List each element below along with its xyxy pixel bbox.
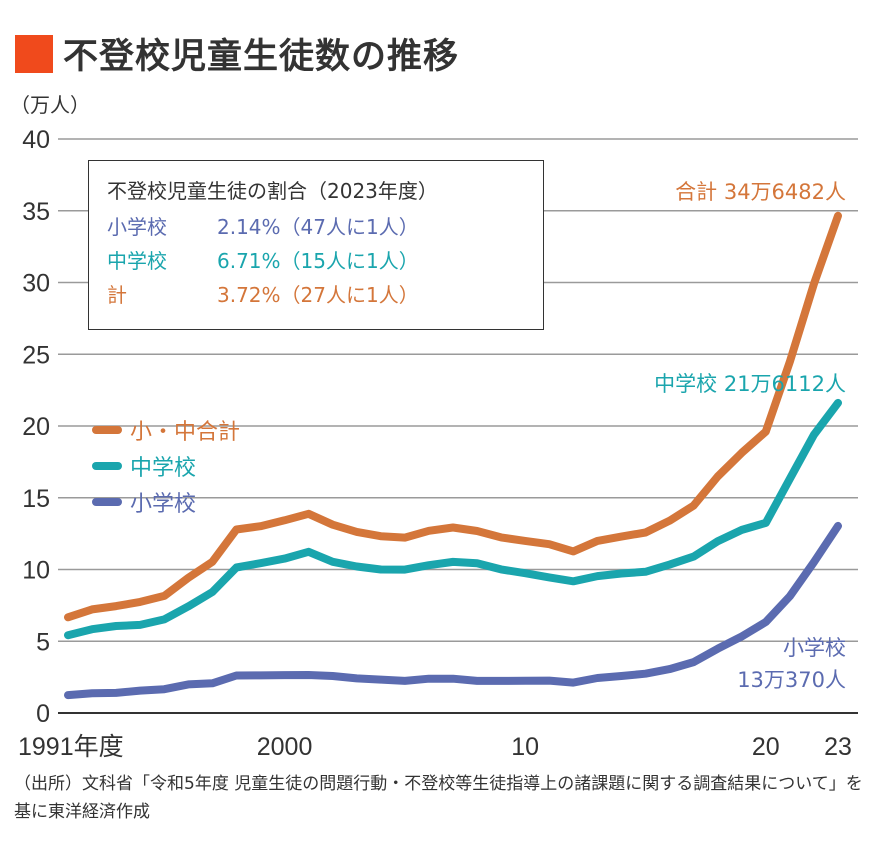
series-lines [64,211,842,700]
legend-item-elementary: 小学校 [92,484,240,520]
info-row-junior: 中学校 6.71%（15人に1人） [107,244,543,278]
chart-legend: 小・中合計 中学校 小学校 [92,412,240,520]
y-tick-label: 0 [36,700,50,728]
chart-title-wrap: 不登校児童生徒数の推移 [15,28,459,79]
info-row-elementary: 小学校 2.14%（47人に1人） [107,210,543,244]
series-line-小・中合計 [64,211,842,622]
legend-swatch [92,498,122,506]
x-tick-label: 1991年度 [18,733,124,761]
legend-item-junior: 中学校 [92,448,240,484]
x-axis-ticks: 1991年度 2000 10 20 23 [18,733,852,761]
title-accent-square [15,34,53,73]
x-tick-label: 23 [824,733,852,761]
info-value: 3.72%（27人に1人） [217,283,419,307]
annotation-total: 合計 34万6482人 [675,180,846,204]
ratio-info-box: 不登校児童生徒の割合（2023年度） 小学校 2.14%（47人に1人） 中学校… [88,160,544,330]
y-tick-label: 30 [22,270,50,298]
info-box-title: 不登校児童生徒の割合（2023年度） [107,179,438,203]
annotation-elementary-label: 小学校 [783,636,846,660]
y-tick-label: 10 [22,557,50,585]
y-tick-label: 25 [22,341,50,369]
info-label: 計 [107,283,127,307]
y-tick-label: 35 [22,198,50,226]
x-tick-label: 2000 [257,733,313,761]
x-tick-label: 20 [752,733,780,761]
y-axis-unit-label: （万人） [10,93,90,117]
legend-swatch [92,426,122,434]
chart-title: 不登校児童生徒数の推移 [63,37,460,77]
annotation-elementary: 小学校 13万370人 [737,632,846,696]
y-tick-label: 15 [22,485,50,513]
y-axis-ticks: 0 5 10 15 20 25 30 35 40 [22,126,50,728]
annotation-junior: 中学校 21万6112人 [654,372,846,396]
legend-label: 中学校 [130,456,197,481]
annotation-elementary-value: 13万370人 [737,668,846,692]
info-value: 6.71%（15人に1人） [217,249,419,273]
legend-swatch [92,462,122,470]
series-line-小学校 [64,521,842,700]
legend-item-total: 小・中合計 [92,412,240,448]
y-tick-label: 40 [22,126,50,154]
series-line-中学校 [64,398,842,640]
source-footnote: （出所）文科省「令和5年度 児童生徒の問題行動・不登校等生徒指導上の諸課題に関す… [14,774,863,822]
x-tick-label: 10 [511,733,539,761]
info-row-total: 計 3.72%（27人に1人） [107,278,543,312]
info-value: 2.14%（47人に1人） [217,215,419,239]
y-tick-label: 20 [22,413,50,441]
info-label: 中学校 [107,249,167,273]
y-tick-label: 5 [36,628,50,656]
legend-label: 小学校 [130,492,197,517]
info-label: 小学校 [107,215,167,239]
legend-label: 小・中合計 [130,420,241,445]
